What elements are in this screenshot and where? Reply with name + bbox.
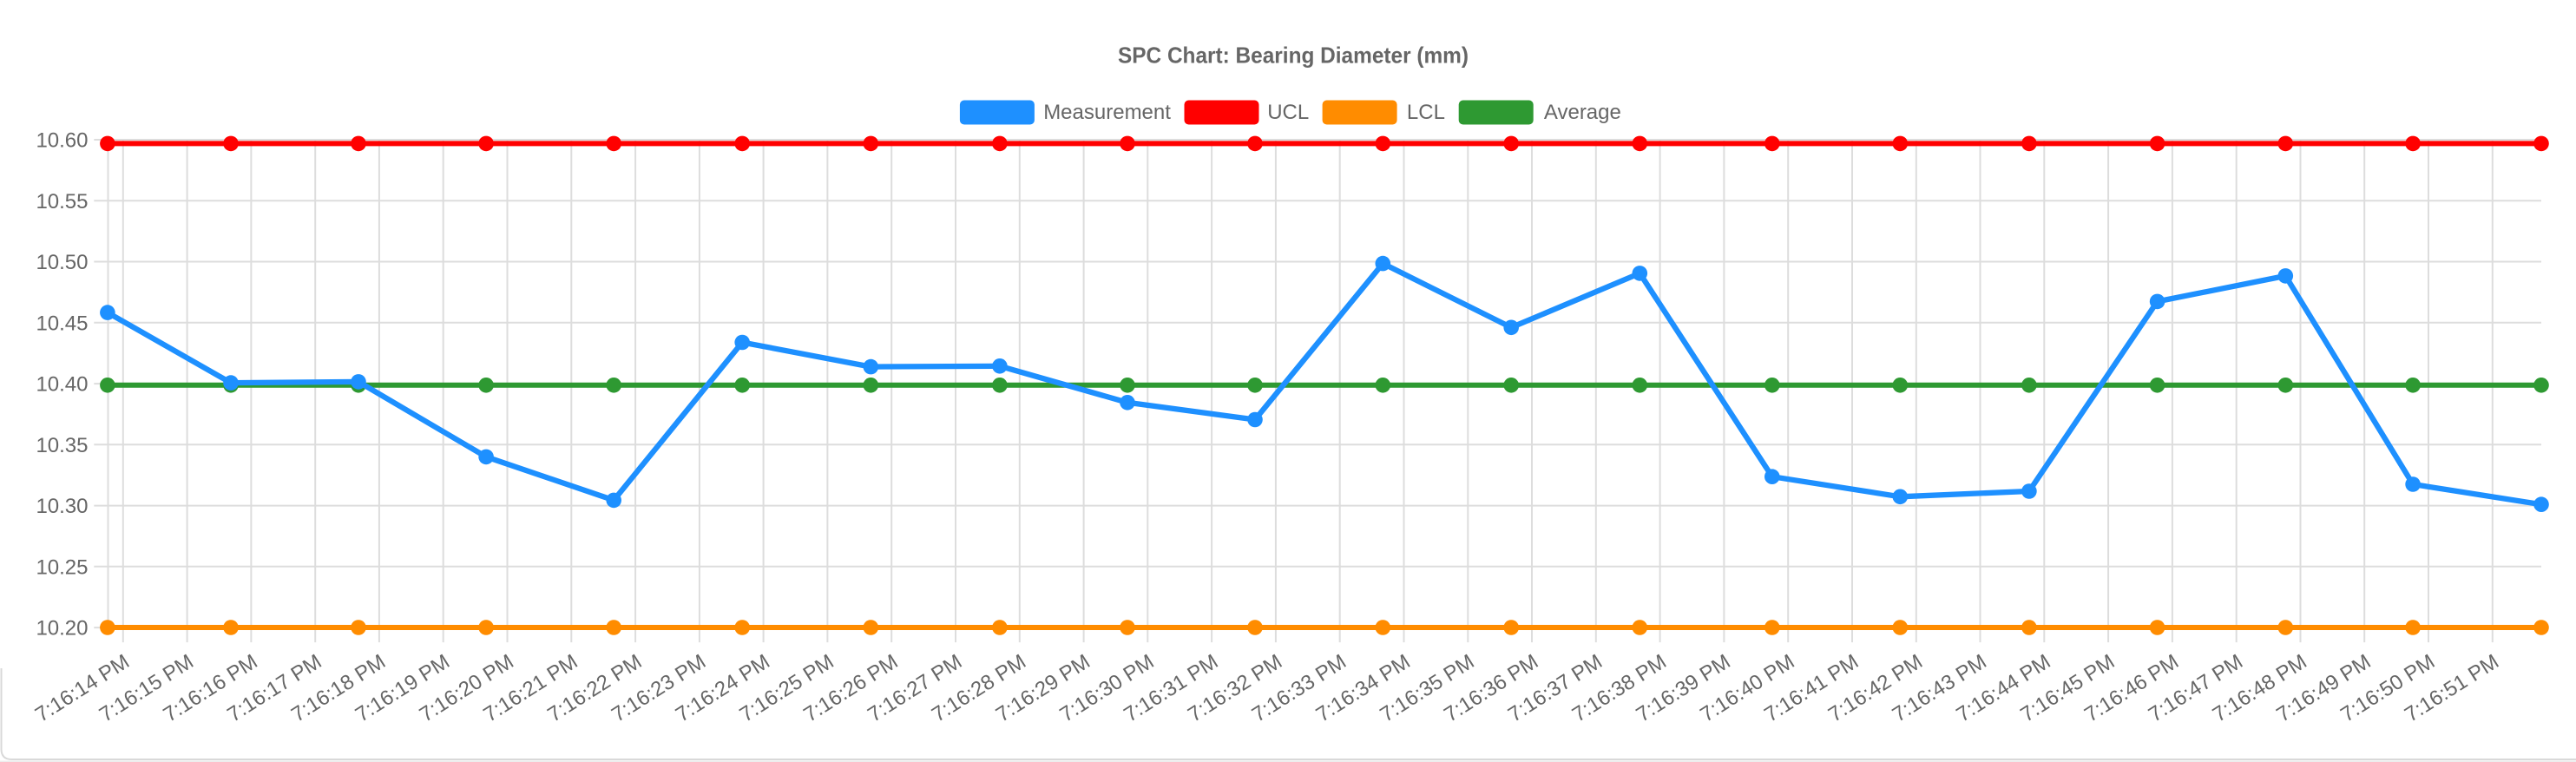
svg-text:Measurement: Measurement (1043, 101, 1171, 124)
svg-text:SPC Chart: Bearing Diameter (m: SPC Chart: Bearing Diameter (mm) (1118, 43, 1469, 69)
svg-text:Average: Average (1544, 101, 1621, 124)
svg-text:10.25: 10.25 (36, 555, 88, 579)
svg-text:10.30: 10.30 (36, 495, 88, 518)
svg-text:10.20: 10.20 (36, 617, 88, 640)
svg-text:10.45: 10.45 (36, 312, 88, 335)
svg-text:10.50: 10.50 (36, 251, 88, 274)
svg-text:10.35: 10.35 (36, 434, 88, 457)
svg-text:UCL: UCL (1267, 101, 1309, 124)
svg-text:10.55: 10.55 (36, 190, 88, 213)
svg-text:10.60: 10.60 (36, 129, 88, 153)
svg-text:10.40: 10.40 (36, 373, 88, 397)
svg-text:LCL: LCL (1407, 101, 1445, 124)
